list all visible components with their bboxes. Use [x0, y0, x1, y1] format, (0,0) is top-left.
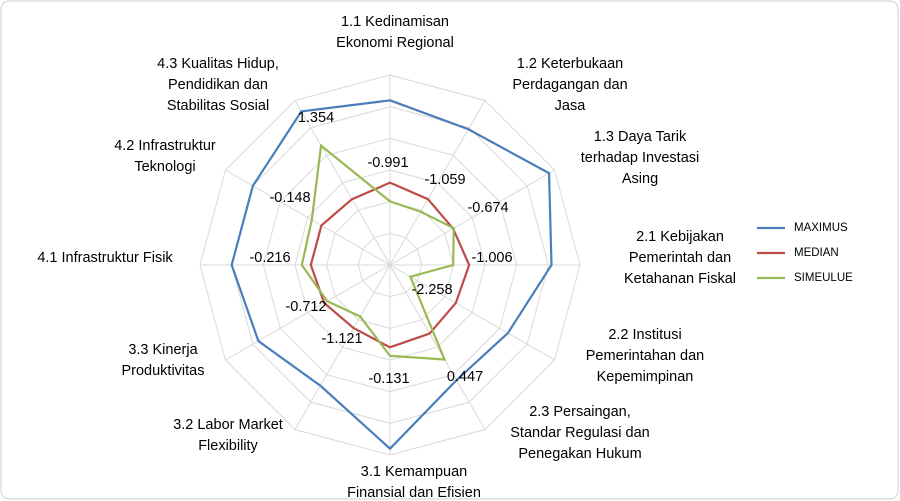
axis-label: 1.3 Daya Tarik terhadap Investasi Asing	[581, 129, 700, 187]
legend-label: MAXIMUS	[794, 222, 848, 234]
data-label: -0.991	[367, 155, 408, 171]
legend-label: MEDIAN	[794, 247, 839, 259]
axis-label-line: Pemerintah dan	[629, 250, 731, 266]
axis-label: 4.3 Kualitas Hidup, Pendidikan dan Stabili…	[157, 56, 279, 114]
data-label: -0.216	[249, 250, 290, 266]
spoke	[389, 100, 486, 266]
axis-label-line: 3.3 Kinerja	[128, 342, 198, 358]
axis-label-line: Standar Regulasi dan	[510, 425, 649, 441]
spoke	[294, 264, 391, 430]
axis-label-line: Pendidikan dan	[168, 77, 268, 93]
axis-label-line: terhadap Investasi	[581, 150, 700, 166]
axis-label: 3.1 Kemampuan Finansial dan Efisien	[347, 464, 481, 501]
axis-label: 4.2 Infrastruktur Teknologi	[114, 138, 216, 175]
axis-label-line: 1.2 Keterbukaan	[517, 56, 623, 72]
data-label: -0.674	[467, 200, 508, 216]
axis-label-line: 2.2 Institusi	[608, 327, 681, 343]
axis-label-line: Jasa	[555, 98, 587, 114]
data-label: 0.447	[447, 369, 483, 385]
axis-label-line: 1.3 Daya Tarik	[594, 129, 687, 145]
axis-label-line: 4.2 Infrastruktur	[114, 138, 216, 154]
data-label: -0.712	[285, 299, 326, 315]
axis-label-line: Flexibility	[198, 438, 258, 454]
data-label: -0.131	[368, 371, 409, 387]
axis-label-line: Stabilitas Sosial	[167, 98, 269, 114]
series-line	[230, 99, 553, 451]
axis-label-line: 1.1 Kedinamisan	[341, 14, 449, 30]
axis-label: 2.2 Institusi Pemerintahan dan Kepemimpina…	[586, 327, 705, 385]
axis-label: 3.2 Labor Market Flexibility	[173, 417, 283, 454]
axis-label: 1.2 Keterbukaan Perdagangan dan Jasa	[512, 56, 627, 114]
axis-label-line: Produktivitas	[121, 363, 204, 379]
spoke	[225, 264, 391, 361]
series-line	[300, 143, 455, 361]
data-label: -0.148	[269, 190, 310, 206]
axis-label: 2.3 Persaingan, Standar Regulasi dan Peneg…	[510, 404, 649, 462]
axis-label: 4.1 Infrastruktur Fisik	[37, 250, 173, 266]
spoke	[389, 264, 555, 361]
axis-label-line: 3.1 Kemampuan	[361, 464, 467, 480]
axis-label-line: 2.3 Persaingan,	[529, 404, 631, 420]
axis-label-line: Penegakan Hukum	[518, 446, 641, 462]
axis-label-line: Perdagangan dan	[512, 77, 627, 93]
axis-label-line: 3.2 Labor Market	[173, 417, 283, 433]
axis-label-line: Ketahanan Fiskal	[624, 271, 736, 287]
data-label: -2.258	[411, 282, 452, 298]
data-label: 1.354	[298, 110, 334, 126]
axis-label-line: Ekonomi Regional	[336, 35, 454, 51]
axis-label: 3.3 Kinerja Produktivitas	[121, 342, 204, 379]
axis-label-line: 4.1 Infrastruktur Fisik	[37, 250, 173, 266]
spoke	[389, 169, 555, 266]
axis-label-line: Asing	[622, 171, 658, 187]
axis-label-line: 4.3 Kualitas Hidup,	[157, 56, 279, 72]
axis-label: 2.1 Kebijakan Pemerintah dan Ketahanan Fis…	[624, 229, 736, 287]
axis-label-line: Pemerintahan dan	[586, 348, 705, 364]
axis-label-line: Kepemimpinan	[597, 369, 694, 385]
spoke	[294, 100, 391, 266]
legend-label: SIMEULUE	[794, 272, 853, 284]
axis-label-line: Teknologi	[134, 159, 195, 175]
axis-label-line: 2.1 Kebijakan	[636, 229, 724, 245]
data-label: -1.059	[424, 172, 465, 188]
spoke	[389, 264, 486, 430]
axis-label: 1.1 Kedinamisan Ekonomi Regional	[336, 14, 454, 51]
axis-label-line: Finansial dan Efisien	[347, 485, 481, 501]
data-label: -1.121	[321, 331, 362, 347]
data-label: -1.006	[471, 250, 512, 266]
